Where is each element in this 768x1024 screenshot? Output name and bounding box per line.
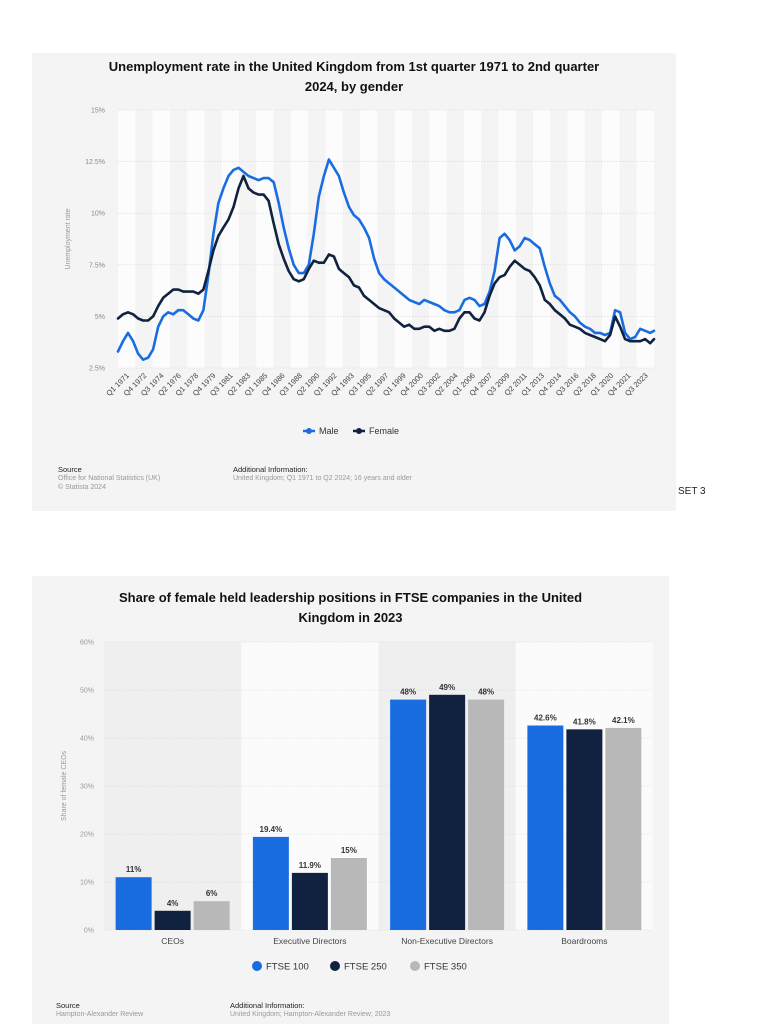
chart-title-line: Unemployment rate in the United Kingdom … [108,59,600,74]
legend-dot-icon [410,961,420,971]
bar [193,901,230,930]
bar-value-label: 42.1% [612,716,635,725]
chart-title-line: 2024, by gender [304,79,404,94]
y-tick-label: 2.5% [89,366,105,373]
y-tick-label: 7.5% [89,262,105,269]
y-tick-label: 12.5% [85,159,105,166]
ftse-chart-panel: Share of female held leadership position… [32,576,669,1024]
bar [429,694,466,930]
bar-value-label: 4% [167,899,179,908]
source-line: © Statista 2024 [58,484,106,491]
y-tick-label: 40% [80,736,94,743]
grid-stripe [221,110,240,368]
unemployment-line-chart: 2.5%5%7.5%10%12.5%15%Unemployment rateQ1… [65,108,656,436]
grid-stripe [118,110,136,368]
bar [527,725,564,930]
source-block: Source Hampton-Alexander Review [56,1001,143,1019]
grid-stripe [187,110,205,368]
additional-info-heading: Additional Information: [233,465,308,474]
bar-value-label: 49% [439,683,455,692]
legend-marker-icon [356,428,362,434]
bar [390,699,427,930]
y-tick-label: 15% [91,108,105,115]
x-category-label: Boardrooms [561,936,607,946]
chart-title-line: Kingdom in 2023 [298,610,403,625]
bar-value-label: 48% [400,688,416,697]
legend-label: Male [319,426,339,436]
grid-stripe [602,110,620,368]
additional-info-heading: Additional Information: [230,1001,305,1010]
legend-marker-icon [306,428,312,434]
y-axis-label: Unemployment rate [65,208,72,269]
y-tick-label: 10% [91,211,105,218]
chart-title: Share of female held leadership position… [32,588,669,628]
x-category-label: CEOs [161,936,184,946]
additional-info-block: Additional Information: United Kingdom; … [233,465,412,483]
source-heading: Source [56,1001,80,1010]
grid-stripe [463,110,482,368]
y-tick-label: 0% [84,928,94,935]
ftse-bar-chart: 0% 10% 20% 30% 40% 50% 60% Share of female CEOs… [61,640,653,973]
bar [291,872,328,930]
y-tick-label: 30% [80,784,94,791]
y-tick-label: 20% [80,832,94,839]
page-set-label: SET 3 [678,486,706,497]
y-axis-label: Share of female CEOs [61,750,68,821]
male-series-line [116,158,656,362]
bar-value-label: 11.9% [299,861,321,870]
additional-info-block: Additional Information: United Kingdom; … [230,1001,390,1019]
bar-value-label: 15% [341,846,357,855]
bar-value-label: 48% [478,688,494,697]
grid-stripe [498,110,516,368]
grid-stripe [532,110,551,368]
chart-title-line: Share of female held leadership position… [118,590,583,605]
bar [115,877,152,930]
bar-value-label: 6% [206,889,218,898]
source-heading: Source [58,465,82,474]
bar-value-label: 42.6% [534,714,557,723]
bar [468,699,505,930]
source-line: Hampton-Alexander Review [56,1011,144,1018]
female-series-line [116,174,656,345]
grid-stripe [256,110,274,368]
bar-value-label: 41.8% [573,717,596,726]
grid-stripe [567,110,585,368]
y-tick-label: 5% [95,314,105,321]
grid-stripe [325,110,343,368]
chart-title: Unemployment rate in the United Kingdom … [32,57,676,97]
additional-info-line: United Kingdom; Hampton-Alexander Review… [230,1011,391,1018]
source-block: Source Office for National Statistics (U… [58,465,160,492]
y-tick-label: 50% [80,688,94,695]
legend-dot-icon [330,961,340,971]
legend-label: FTSE 350 [424,962,467,973]
legend-dot-icon [252,961,262,971]
y-tick-label: 10% [80,880,94,887]
grid-stripe [636,110,654,368]
grid-stripe [394,110,412,368]
bar [330,858,367,930]
bar [154,910,191,930]
x-category-label: Executive Directors [273,936,346,946]
bar [566,729,603,930]
legend-label: Female [369,426,399,436]
grid-stripe [290,110,309,368]
grid-stripe [152,110,170,368]
y-tick-label: 60% [80,640,94,647]
additional-info-line: United Kingdom; Q1 1971 to Q2 2024; 16 y… [233,475,413,482]
source-line: Office for National Statistics (UK) [58,475,161,482]
legend-label: FTSE 250 [344,962,387,973]
unemployment-chart-panel: Unemployment rate in the United Kingdom … [32,53,676,511]
x-category-label: Non-Executive Directors [401,936,493,946]
bar-value-label: 11% [126,865,142,874]
legend-label: FTSE 100 [266,962,309,973]
bar-value-label: 19.4% [260,825,283,834]
bar [252,836,289,930]
bar [605,727,642,930]
